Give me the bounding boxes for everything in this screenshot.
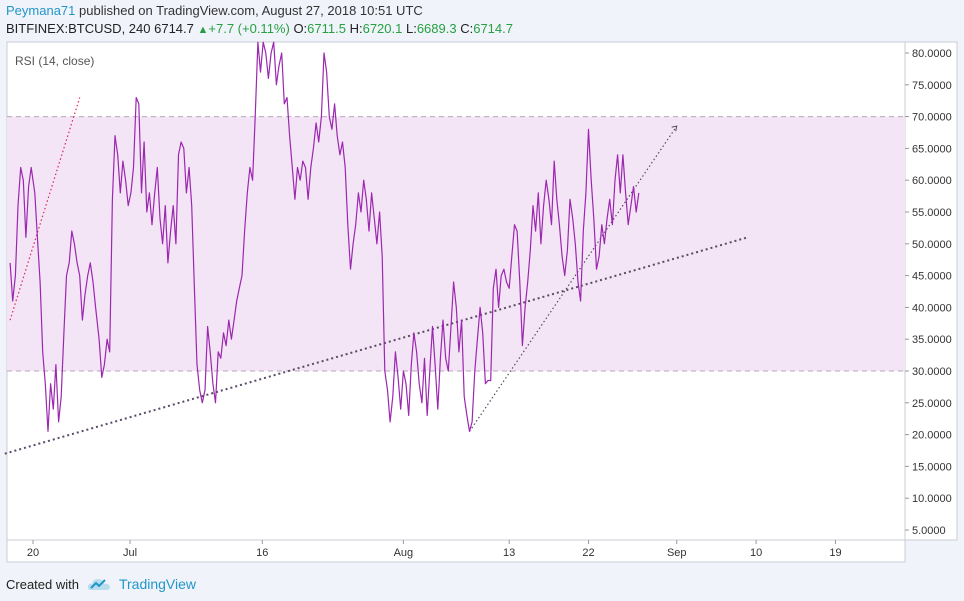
y-tick-label: 80.0000 <box>912 48 952 60</box>
y-tick-label: 35.0000 <box>912 334 952 346</box>
price-change: +7.7 (+0.11%) <box>208 21 290 36</box>
y-tick-label: 5.0000 <box>912 525 946 537</box>
x-tick-label: Sep <box>667 547 687 559</box>
x-tick-label: 20 <box>27 547 39 559</box>
low-label: L: <box>405 21 417 36</box>
y-tick-label: 40.0000 <box>912 302 952 314</box>
y-tick-label: 70.0000 <box>912 112 952 124</box>
trendline-arrow-icon <box>671 125 678 132</box>
y-tick-label: 75.0000 <box>912 80 952 92</box>
trendlines[interactable] <box>4 97 748 455</box>
published-text: published on TradingView.com, August 27,… <box>79 3 423 18</box>
x-tick-label: Jul <box>123 547 137 559</box>
y-axis-ticks: 5.0000 10.0000 15.0000 20.0000 25.0000 30.000… <box>905 48 952 537</box>
trendline <box>4 236 748 455</box>
x-tick-label: 10 <box>750 547 762 559</box>
y-tick-label: 65.0000 <box>912 143 952 155</box>
y-tick-label: 60.0000 <box>912 175 952 187</box>
author-link[interactable]: Peymana71 <box>6 3 76 18</box>
series-group <box>9 41 640 432</box>
y-tick-label: 50.0000 <box>912 239 952 251</box>
symbol-info: BITFINEX:BTCUSD, 240 6714.7 ▲+7.7 (+0.11… <box>6 21 513 39</box>
x-tick-label: 13 <box>503 547 515 559</box>
y-tick-label: 20.0000 <box>912 430 952 442</box>
x-tick-label: 19 <box>829 547 841 559</box>
y-tick-label: 30.0000 <box>912 366 952 378</box>
open-label: O: <box>293 21 308 36</box>
rsi-series-line <box>9 41 640 432</box>
high-label: H: <box>349 21 363 36</box>
x-tick-label: 22 <box>582 547 594 559</box>
indicator-title: RSI (14, close) <box>15 54 94 68</box>
trendline <box>9 97 81 321</box>
up-arrow-icon: ▲ <box>197 24 209 36</box>
y-tick-label: 55.0000 <box>912 207 952 219</box>
price-scale[interactable] <box>904 41 958 541</box>
y-tick-label: 10.0000 <box>912 493 952 505</box>
close-value: 6714.7 <box>473 21 513 36</box>
high-value: 6720.1 <box>362 21 403 36</box>
time-scale[interactable] <box>6 539 906 563</box>
y-tick-label: 45.0000 <box>912 271 952 283</box>
y-tick-label: 15.0000 <box>912 461 952 473</box>
x-axis-ticks: 20 Jul 16 Aug 13 22 Sep 10 19 <box>27 540 842 559</box>
created-with-text: Created with <box>6 576 79 592</box>
last-price: 6714.7 <box>154 21 194 36</box>
x-tick-label: Aug <box>394 547 414 559</box>
x-tick-label: 16 <box>256 547 268 559</box>
tradingview-cloud-icon <box>87 579 110 590</box>
footer: Created with TradingView <box>6 573 196 595</box>
low-value: 6689.3 <box>416 21 457 36</box>
open-value: 6711.5 <box>307 21 346 36</box>
y-tick-label: 25.0000 <box>912 398 952 410</box>
rsi-band <box>7 116 905 371</box>
trendline <box>469 125 678 432</box>
publish-info: Peymana71 published on TradingView.com, … <box>6 3 423 21</box>
close-label: C: <box>460 21 474 36</box>
symbol-label: BITFINEX:BTCUSD, 240 <box>6 21 151 36</box>
tradingview-brand-link[interactable]: TradingView <box>118 576 197 592</box>
